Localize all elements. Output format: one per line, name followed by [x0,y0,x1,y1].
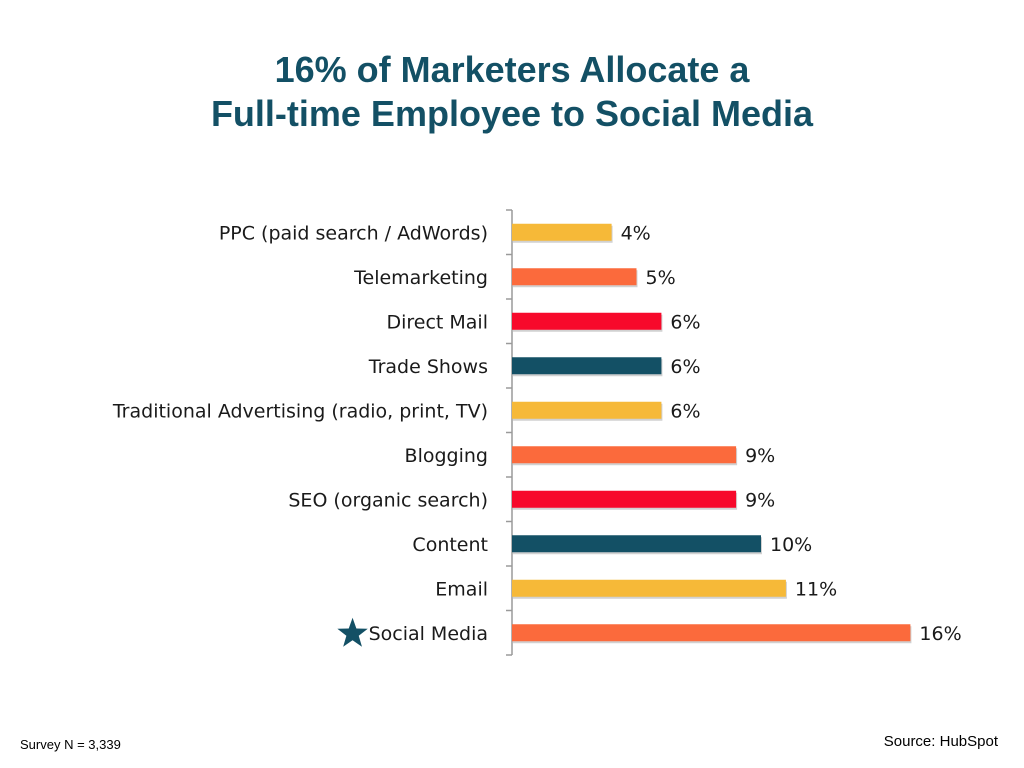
category-label: SEO (organic search) [288,489,488,511]
data-label: 9% [745,489,775,511]
survey-size-note: Survey N = 3,339 [20,737,121,752]
data-label: 16% [919,623,961,645]
bar-direct-mail [512,312,662,330]
bar-seo-organic-search [512,490,737,508]
data-label: 5% [646,267,676,289]
chart-title-line-2: Full-time Employee to Social Media [210,93,814,134]
star-icon [337,617,368,647]
bar-traditional-advertising-radio-print-tv [512,401,662,419]
category-label: Telemarketing [353,267,488,289]
bar-ppc-paid-search-adwords [512,223,612,241]
category-label: Email [435,578,488,600]
bar-trade-shows [512,357,662,375]
bar-blogging [512,446,737,464]
category-label: Traditional Advertising (radio, print, T… [112,400,488,422]
category-label: Trade Shows [368,356,488,378]
chart-title-line-1: 16% of Marketers Allocate a [274,49,750,90]
bar-telemarketing [512,268,637,286]
data-label: 6% [670,311,700,333]
data-label: 6% [670,356,700,378]
data-label: 10% [770,534,812,556]
data-label: 11% [795,578,837,600]
data-label: 6% [670,400,700,422]
category-label: Content [412,534,488,556]
bar-content [512,535,761,553]
bar-email [512,579,786,597]
bar-social-media [512,624,911,642]
source-note: Source: HubSpot [883,733,998,750]
category-label: Blogging [405,445,488,467]
category-label: Direct Mail [386,311,488,333]
chart-title: 16% of Marketers Allocate a Full-time Em… [0,48,1024,136]
data-label: 9% [745,445,775,467]
data-label: 4% [621,222,651,244]
category-label: PPC (paid search / AdWords) [219,222,488,244]
category-label: Social Media [369,623,488,645]
